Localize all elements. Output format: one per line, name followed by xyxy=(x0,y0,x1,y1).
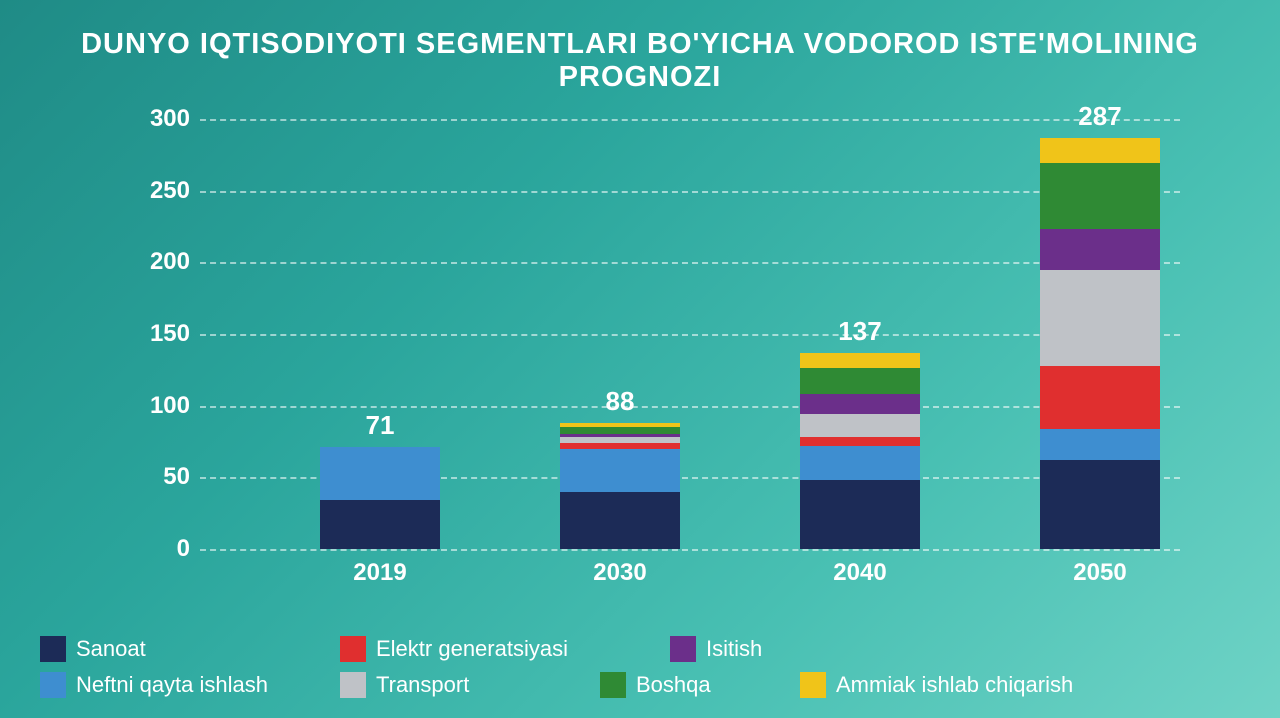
legend-label: Sanoat xyxy=(76,636,146,662)
bar-total-label: 71 xyxy=(320,410,440,441)
segment-neft xyxy=(560,449,680,492)
legend-label: Boshqa xyxy=(636,672,711,698)
y-tick-label: 150 xyxy=(110,320,190,348)
segment-isitish xyxy=(560,434,680,437)
y-tick-label: 250 xyxy=(110,177,190,205)
legend: Sanoat Elektr generatsiyasi Isitish Neftni … xyxy=(40,626,1240,698)
legend-swatch xyxy=(340,636,366,662)
legend-label: Transport xyxy=(376,672,469,698)
bar-total-label: 88 xyxy=(560,386,680,417)
segment-neft xyxy=(1040,429,1160,461)
legend-item-ammiak: Ammiak ishlab chiqarish xyxy=(800,672,1140,698)
segment-boshqa xyxy=(800,368,920,394)
chart-area: 0501001502002503007188137287 20192030204… xyxy=(200,119,1180,589)
y-tick-label: 100 xyxy=(110,392,190,420)
gridline xyxy=(200,262,1180,264)
x-tick-label: 2030 xyxy=(560,559,680,587)
legend-item-elektr: Elektr generatsiyasi xyxy=(340,636,670,662)
legend-item-transport: Transport xyxy=(340,672,600,698)
x-tick-label: 2019 xyxy=(320,559,440,587)
bar-2050 xyxy=(1040,138,1160,549)
segment-sanoat xyxy=(560,492,680,549)
bar-2040 xyxy=(800,353,920,549)
segment-neft xyxy=(800,446,920,480)
y-tick-label: 200 xyxy=(110,248,190,276)
legend-item-isitish: Isitish xyxy=(670,636,930,662)
bar-2030 xyxy=(560,423,680,549)
segment-transport xyxy=(1040,270,1160,366)
gridline xyxy=(200,119,1180,121)
legend-item-boshqa: Boshqa xyxy=(600,672,800,698)
plot-region: 0501001502002503007188137287 xyxy=(200,119,1180,549)
gridline xyxy=(200,191,1180,193)
legend-item-neft: Neftni qayta ishlash xyxy=(40,672,340,698)
segment-sanoat xyxy=(1040,460,1160,549)
legend-row: Sanoat Elektr generatsiyasi Isitish xyxy=(40,636,1240,662)
bar-2019 xyxy=(320,447,440,549)
segment-isitish xyxy=(1040,229,1160,269)
x-axis: 2019 2030 2040 2050 xyxy=(200,549,1180,589)
legend-swatch xyxy=(40,636,66,662)
y-tick-label: 0 xyxy=(110,535,190,563)
legend-swatch xyxy=(340,672,366,698)
y-tick-label: 50 xyxy=(110,463,190,491)
segment-ammiak xyxy=(560,423,680,427)
legend-label: Ammiak ishlab chiqarish xyxy=(836,672,1073,698)
segment-sanoat xyxy=(320,500,440,549)
legend-swatch xyxy=(670,636,696,662)
segment-isitish xyxy=(800,394,920,414)
segment-ammiak xyxy=(800,353,920,369)
x-tick-label: 2040 xyxy=(800,559,920,587)
legend-label: Neftni qayta ishlash xyxy=(76,672,268,698)
segment-ammiak xyxy=(1040,138,1160,164)
gridline xyxy=(200,334,1180,336)
segment-boshqa xyxy=(560,427,680,434)
segment-elektr xyxy=(800,437,920,446)
gridline xyxy=(200,406,1180,408)
legend-swatch xyxy=(40,672,66,698)
segment-elektr xyxy=(1040,366,1160,429)
legend-label: Isitish xyxy=(706,636,762,662)
segment-transport xyxy=(800,414,920,437)
legend-label: Elektr generatsiyasi xyxy=(376,636,568,662)
segment-sanoat xyxy=(800,480,920,549)
segment-neft xyxy=(320,447,440,500)
legend-swatch xyxy=(800,672,826,698)
bar-total-label: 137 xyxy=(800,316,920,347)
legend-swatch xyxy=(600,672,626,698)
legend-item-sanoat: Sanoat xyxy=(40,636,340,662)
bar-total-label: 287 xyxy=(1040,101,1160,132)
segment-boshqa xyxy=(1040,163,1160,229)
chart-title: DUNYO IQTISODIYOTI SEGMENTLARI BO'YICHA … xyxy=(0,0,1280,94)
legend-row: Neftni qayta ishlash Transport Boshqa Ammia… xyxy=(40,672,1240,698)
x-tick-label: 2050 xyxy=(1040,559,1160,587)
y-tick-label: 300 xyxy=(110,105,190,133)
segment-elektr xyxy=(560,443,680,449)
segment-transport xyxy=(560,437,680,443)
